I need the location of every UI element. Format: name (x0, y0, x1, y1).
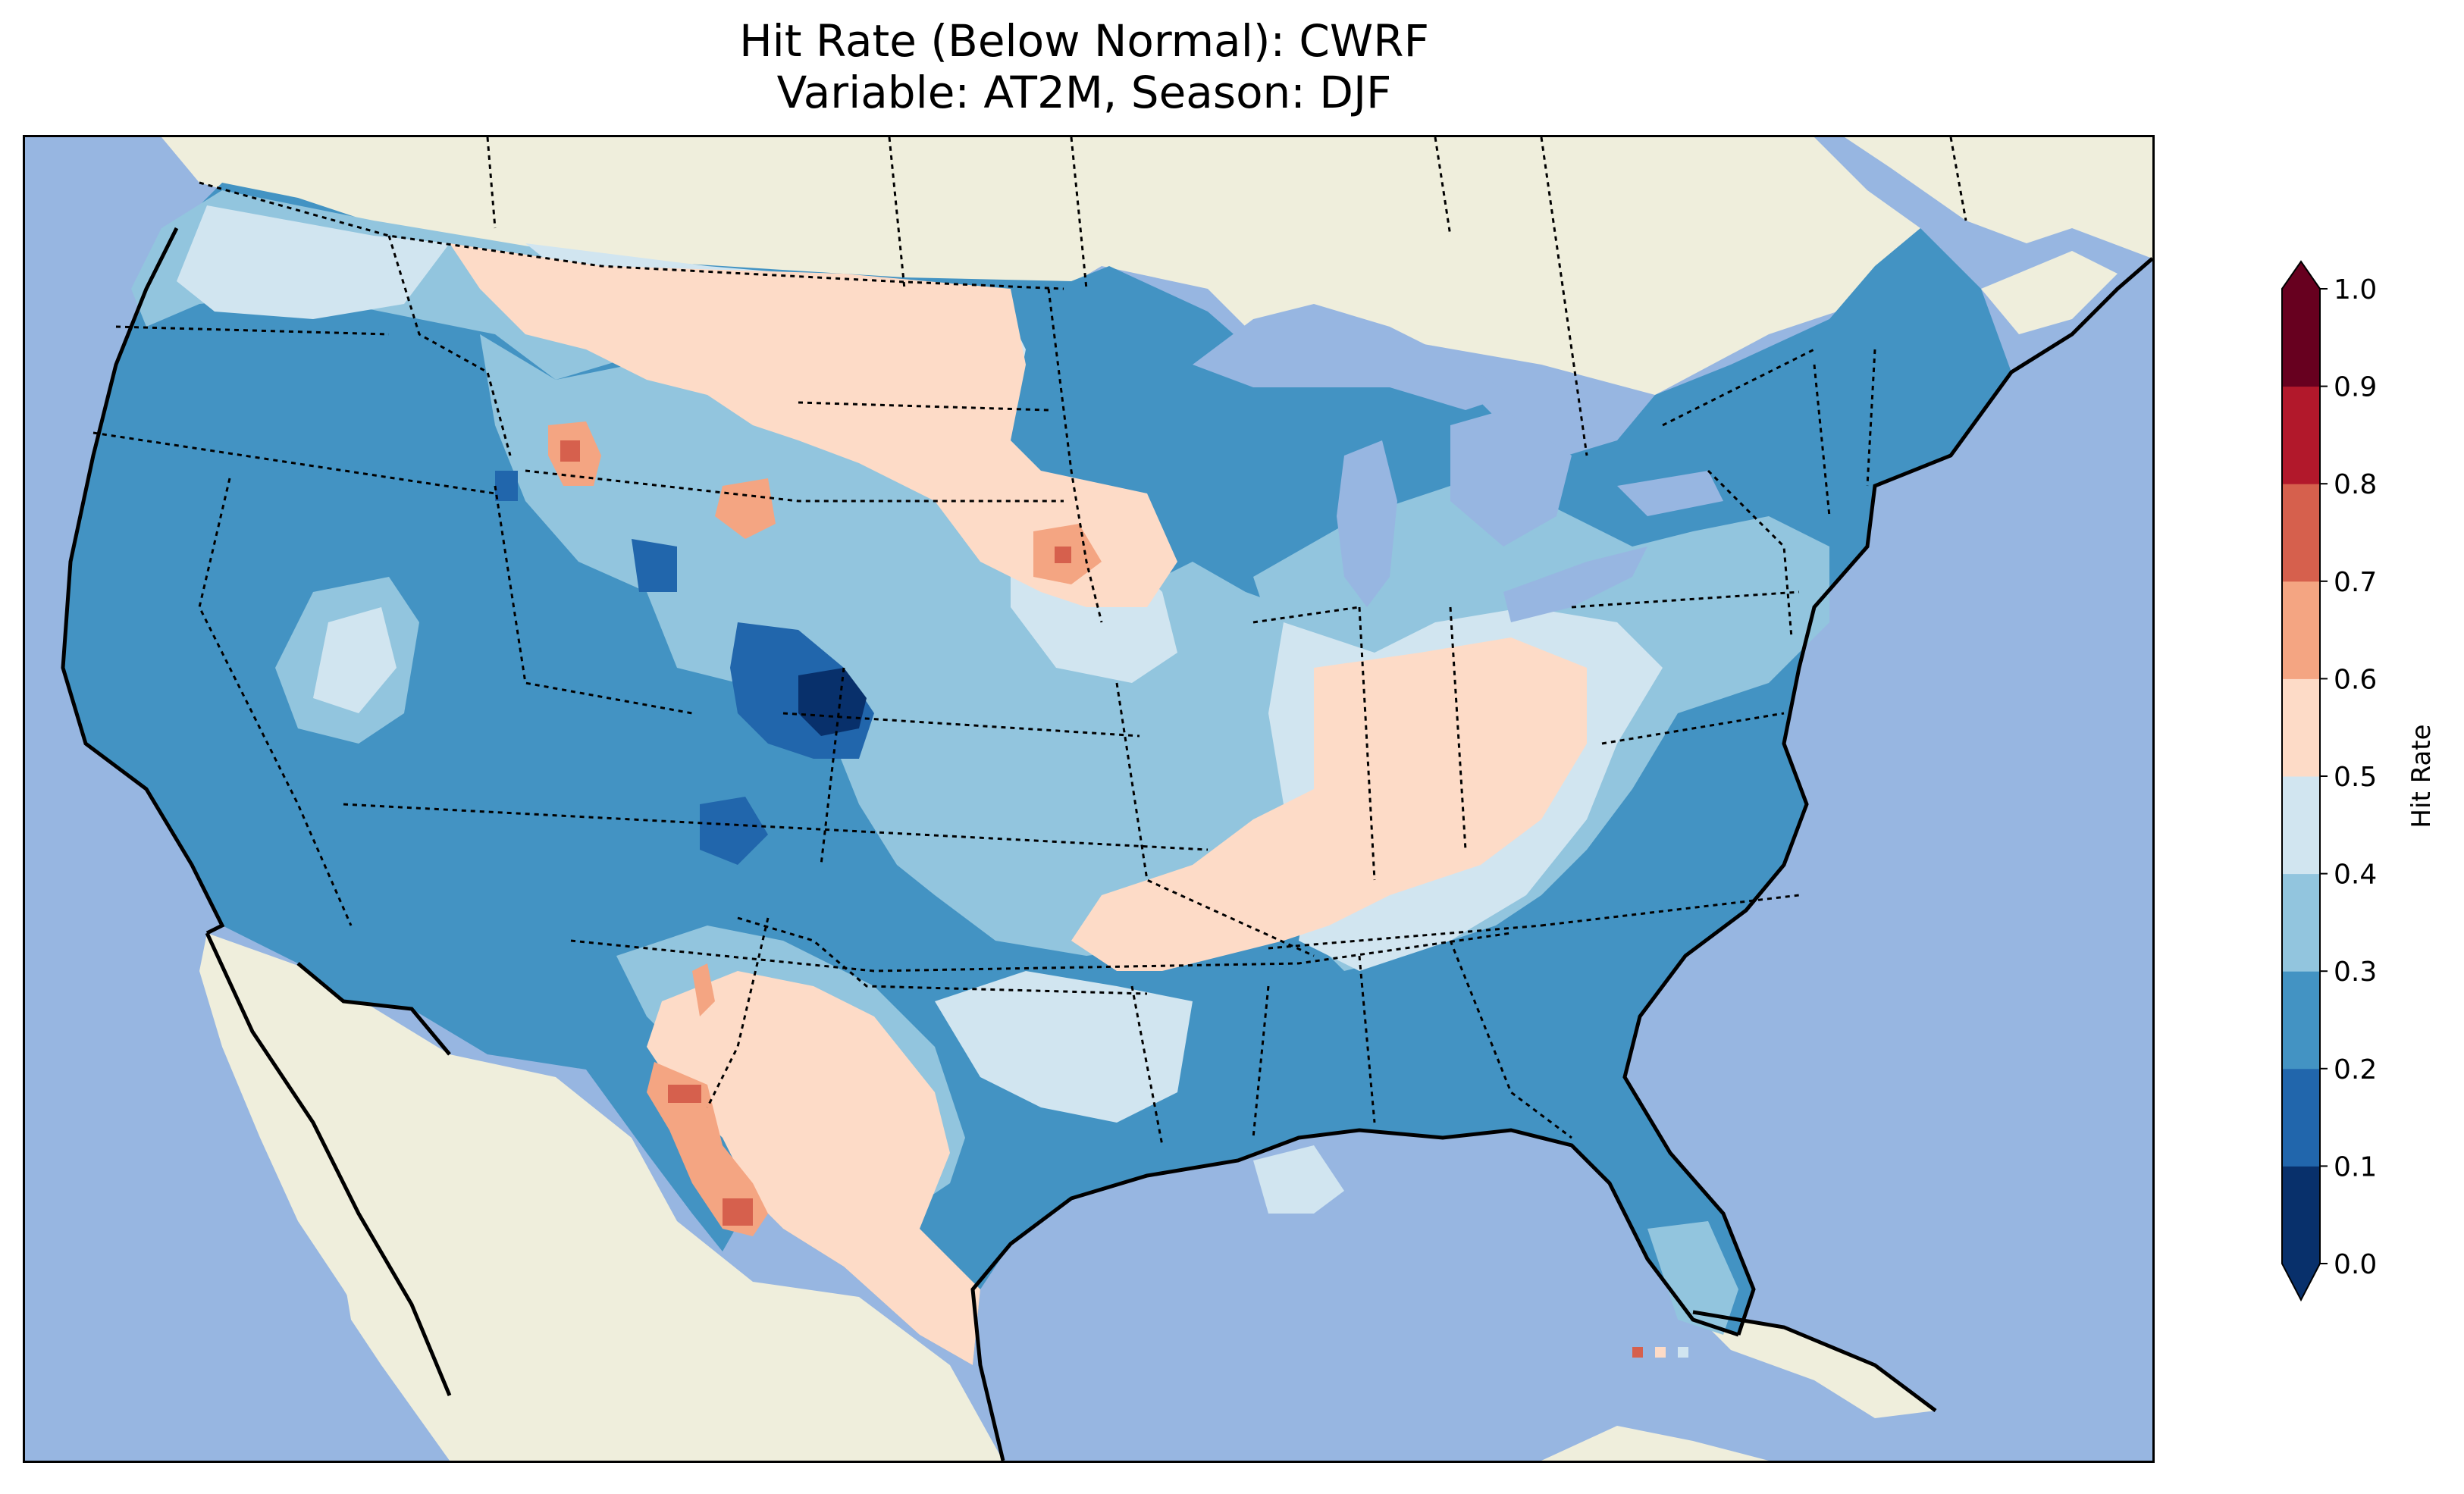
gulf-coast (970, 1128, 1739, 1461)
baja-land (199, 933, 450, 1426)
hit-zone-04-05-gulf (1253, 1145, 1344, 1214)
border-ny-north (1707, 469, 1793, 638)
border-ut (494, 485, 693, 715)
hit-zone-04-05-a (177, 205, 450, 319)
hit-zone-03-04-b (480, 334, 1390, 956)
hit-zone-04-05-nevada (313, 607, 397, 713)
colorbar-tick-label: 0.1 (2334, 1151, 2377, 1182)
map-panel (23, 135, 2155, 1463)
florida-keys-markers (1632, 1347, 1688, 1358)
border-mo (1115, 682, 1315, 957)
lake-ontario (1617, 471, 1723, 516)
central-america-land (1541, 1426, 1769, 1461)
hit-zone-01-02-nm (700, 797, 768, 865)
cuba-coast (1692, 1310, 1937, 1412)
colorbar-label: Hit Rate (2406, 724, 2437, 828)
colorbar-tick-label: 0.0 (2334, 1249, 2377, 1280)
west-coast (61, 227, 225, 935)
colorbar-bin (2282, 678, 2320, 777)
border-mt-wy (525, 469, 1064, 503)
hit-zone-07-08-texas-a (668, 1085, 701, 1103)
key-cell-1 (1632, 1347, 1643, 1358)
chart-title: Hit Rate (Below Normal): CWRF Variable: … (0, 15, 2168, 118)
hit-zone-06-07-texas (647, 1062, 768, 1236)
border-va-nc (1541, 894, 1800, 927)
colorbar-tick-label: 0.6 (2334, 664, 2377, 695)
hit-zone-01-02-utah (632, 539, 677, 592)
canada-land (161, 137, 2152, 395)
colorbar-bin (2282, 776, 2320, 875)
cuba-land (1693, 1312, 1936, 1418)
lake-michigan (1337, 440, 1397, 607)
maritimes-land (1981, 251, 2118, 334)
colorbar-tick-label: 0.4 (2334, 860, 2377, 891)
hit-zone-07-08-texas-b (723, 1198, 753, 1226)
border-new-england (1813, 349, 1876, 517)
border-mn-west (1047, 288, 1103, 623)
colorbar-bin (2282, 581, 2320, 679)
border-oh-in (1449, 606, 1467, 850)
colorbar-tick-label: 0.9 (2334, 372, 2377, 403)
border-canada-provinces (486, 137, 1967, 456)
border-wa-or (115, 325, 390, 336)
border-tx-ok (737, 916, 1148, 995)
lake-erie (1503, 547, 1647, 622)
border-40n (343, 803, 1208, 851)
baja-coast (205, 932, 452, 1396)
hit-zone-01-02-idaho (495, 471, 518, 501)
border-ms (1252, 985, 1270, 1139)
border-md-va (1601, 712, 1785, 745)
colorbar-bin (2282, 873, 2320, 972)
border-49th-parallel (199, 181, 1064, 290)
colorbar-tick-label: 0.7 (2334, 567, 2377, 598)
colorbar-svg: 0.0 0.1 0.2 0.3 0.4 0.5 0.6 0.7 0.8 0.9 1.0 Hit Rat… (2281, 260, 2437, 1302)
border-il-in (1358, 606, 1376, 881)
hit-zone-05-06-north (450, 243, 1177, 607)
border-al (1358, 955, 1376, 1123)
key-cell-2 (1655, 1347, 1666, 1358)
border-co-east (820, 667, 845, 866)
border-tn-ky (1268, 924, 1542, 950)
colorbar: 0.0 0.1 0.2 0.3 0.4 0.5 0.6 0.7 0.8 0.9 1.0 Hit Rat… (2274, 239, 2437, 1376)
border-or-ca (92, 431, 496, 495)
coastlines (61, 227, 2152, 1461)
hit-zone-05-06-ohio (1071, 637, 1587, 971)
title-line-1: Hit Rate (Below Normal): CWRF (739, 15, 1429, 67)
colorbar-bin (2282, 971, 2320, 1070)
colorbar-tick-label: 1.0 (2334, 274, 2377, 305)
colorbar-tick-label: 0.2 (2334, 1054, 2377, 1085)
colorbar-extend-max (2282, 262, 2320, 289)
border-nv-ca (198, 478, 353, 926)
map-svg (25, 137, 2152, 1461)
colorbar-bin (2282, 1068, 2320, 1167)
east-coast (1622, 257, 2152, 1336)
colorbar-bin (2282, 484, 2320, 582)
hit-zone-03-04-florida (1647, 1221, 1738, 1335)
colorbar-bin (2282, 289, 2320, 387)
title-line-2: Variable: AT2M, Season: DJF (776, 67, 1392, 118)
state-borders (92, 137, 1967, 1146)
border-pa (1571, 590, 1800, 609)
key-cell-3 (1678, 1347, 1688, 1358)
hit-zone-05-06-texas (647, 971, 980, 1365)
colorbar-tick-label: 0.5 (2334, 762, 2377, 793)
colorbar-bin (2282, 386, 2320, 484)
hit-zone-04-05-e (935, 971, 1193, 1123)
lake-superior (1193, 304, 1511, 410)
colorbar-tick-label: 0.3 (2334, 957, 2377, 988)
colorbar-bin (2282, 1166, 2320, 1264)
hit-zone-06-07-nm (692, 963, 715, 1016)
hit-zone-07-08-idaho (560, 440, 580, 462)
lake-huron (1450, 410, 1572, 547)
hit-zone-00-01-colorado (798, 668, 867, 736)
hit-zone-06-07-montana (715, 478, 776, 539)
hit-zone-07-08-dakota (1055, 547, 1071, 563)
colorbar-tick-label: 0.8 (2334, 469, 2377, 500)
colorbar-extend-min (2282, 1264, 2320, 1300)
